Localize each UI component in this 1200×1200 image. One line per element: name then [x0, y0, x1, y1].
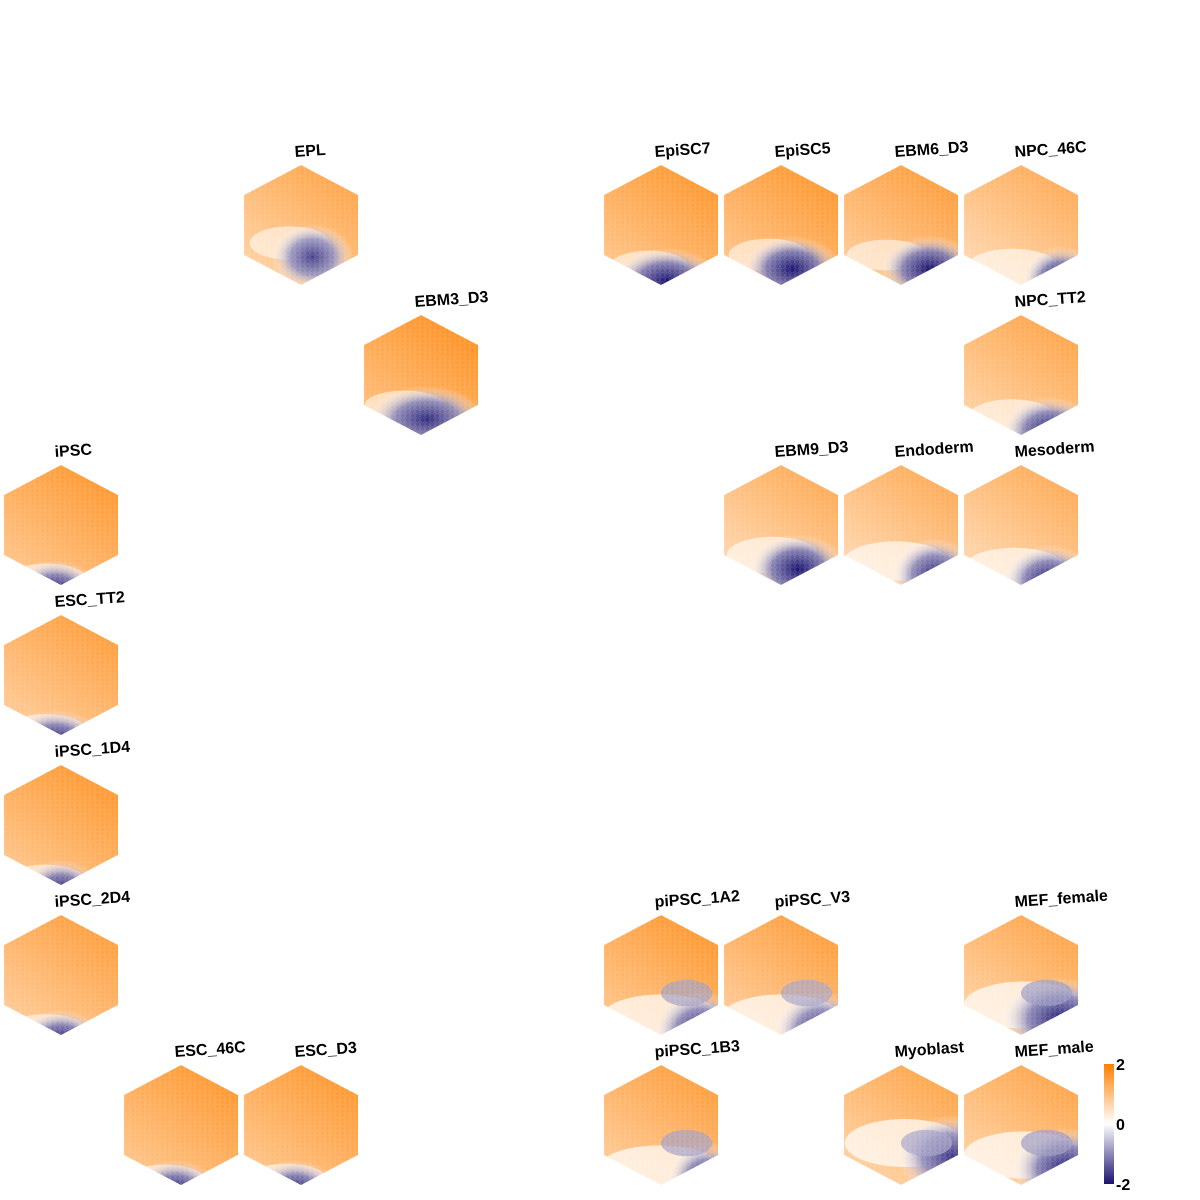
panel-title-pipsc_v3: piPSC_V3	[774, 889, 851, 911]
panel-title-ipsc_2d4: iPSC_2D4	[54, 889, 131, 911]
panel-title-pipsc_1a2: piPSC_1A2	[654, 888, 740, 911]
panel-title-npc_tt2: NPC_TT2	[1014, 289, 1086, 311]
panel-cells-episc7	[604, 165, 718, 285]
panel-cells-ipsc_1d4	[4, 765, 118, 885]
panel-title-ipsc_1d4: iPSC_1D4	[54, 739, 131, 761]
legend-tick-1: 0	[1116, 1117, 1125, 1134]
color-legend: 2 0 -2	[1104, 1057, 1130, 1194]
panel-title-npc_46c: NPC_46C	[1014, 139, 1087, 161]
panel-title-episc5: EpiSC5	[774, 140, 831, 161]
panel-title-ebm3_d3: EBM3_D3	[414, 289, 489, 311]
panel-cells-ipsc_2d4	[4, 915, 118, 1035]
panel-cells-mef_female	[964, 915, 1078, 1035]
panel-title-ebm6_d3: EBM6_D3	[894, 139, 969, 161]
panel-title-episc7: EpiSC7	[654, 140, 711, 161]
panel-cells-endoderm	[844, 465, 958, 585]
som-panel-pipsc_v3: piPSC_V3	[724, 889, 851, 1035]
som-panel-mesoderm: Mesoderm	[964, 438, 1095, 585]
panel-title-esc_tt2: ESC_TT2	[54, 589, 125, 611]
panel-title-endoderm: Endoderm	[894, 439, 974, 461]
panel-cells-npc_tt2	[964, 315, 1078, 435]
panel-cells-epl	[244, 165, 358, 285]
panel-title-mef_male: MEF_male	[1014, 1039, 1094, 1061]
panel-cells-ebm9_d3	[724, 465, 838, 585]
som-panel-ebm9_d3: EBM9_D3	[724, 439, 849, 585]
panel-cells-ipsc	[4, 465, 118, 585]
panel-cells-pipsc_v3	[724, 915, 838, 1035]
som-panel-epl: EPL	[244, 142, 358, 285]
panel-cells-pipsc_1a2	[604, 915, 718, 1035]
panel-cells-episc5	[724, 165, 838, 285]
som-panel-esc_46c: ESC_46C	[124, 1039, 247, 1185]
som-panel-ebm6_d3: EBM6_D3	[844, 139, 969, 285]
panel-title-esc_d3: ESC_D3	[294, 1040, 357, 1061]
som-panel-esc_d3: ESC_D3	[244, 1040, 358, 1185]
som-panel-episc7: EpiSC7	[604, 140, 718, 285]
panel-cells-npc_46c	[964, 165, 1078, 285]
legend-tick-2: -2	[1116, 1177, 1130, 1194]
panel-title-mesoderm: Mesoderm	[1014, 438, 1095, 461]
panel-title-epl: EPL	[294, 142, 326, 161]
legend-colorbar	[1104, 1064, 1114, 1184]
som-panel-mef_male: MEF_male	[964, 1039, 1094, 1185]
panel-cells-ebm3_d3	[364, 315, 478, 435]
panel-cells-myoblast	[844, 1065, 958, 1185]
som-panel-episc5: EpiSC5	[724, 140, 838, 285]
panel-title-ebm9_d3: EBM9_D3	[774, 439, 849, 461]
panel-cells-esc_tt2	[4, 615, 118, 735]
panel-title-mef_female: MEF_female	[1014, 888, 1108, 911]
panel-cells-pipsc_1b3	[604, 1065, 718, 1185]
panel-title-ipsc: iPSC	[54, 441, 93, 461]
som-panel-endoderm: Endoderm	[844, 439, 974, 585]
panel-title-esc_46c: ESC_46C	[174, 1039, 247, 1061]
som-panel-ipsc_2d4: iPSC_2D4	[4, 889, 131, 1035]
legend-tick-0: 2	[1116, 1057, 1125, 1074]
panel-cells-mef_male	[964, 1065, 1078, 1185]
panel-title-myoblast: Myoblast	[894, 1039, 965, 1061]
panel-cells-mesoderm	[964, 465, 1078, 585]
panel-cells-esc_46c	[124, 1065, 238, 1185]
som-panel-mef_female: MEF_female	[964, 888, 1109, 1035]
panel-grid: EPL EpiSC7 EpiSC5 EBM6_D3 NPC_46C EBM3_D3 NPC_…	[4, 139, 1109, 1185]
panel-cells-esc_d3	[244, 1065, 358, 1185]
panel-title-pipsc_1b3: piPSC_1B3	[654, 1038, 740, 1061]
som-panel-pipsc_1b3: piPSC_1B3	[604, 1038, 741, 1185]
som-panel-ebm3_d3: EBM3_D3	[364, 289, 489, 435]
som-panel-myoblast: Myoblast	[844, 1039, 965, 1185]
panel-cells-ebm6_d3	[844, 165, 958, 285]
